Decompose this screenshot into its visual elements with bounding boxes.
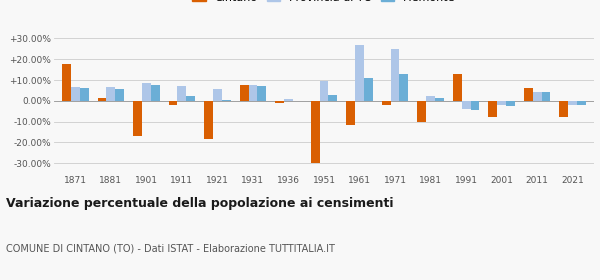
Bar <box>488 101 497 117</box>
Bar <box>417 101 426 122</box>
Bar <box>400 74 409 101</box>
Bar <box>453 74 461 101</box>
Bar <box>62 64 71 101</box>
Bar <box>391 49 400 101</box>
Bar <box>133 101 142 136</box>
Bar <box>568 101 577 105</box>
Bar <box>533 92 542 101</box>
Bar <box>470 101 479 110</box>
Bar <box>80 88 89 101</box>
Bar <box>213 89 222 101</box>
Bar <box>204 101 213 139</box>
Bar <box>497 101 506 105</box>
Bar <box>178 86 187 101</box>
Text: COMUNE DI CINTANO (TO) - Dati ISTAT - Elaborazione TUTTITALIA.IT: COMUNE DI CINTANO (TO) - Dati ISTAT - El… <box>6 244 335 254</box>
Bar <box>248 85 257 101</box>
Bar <box>311 101 320 163</box>
Bar <box>506 101 515 106</box>
Bar <box>577 101 586 105</box>
Bar <box>98 98 106 101</box>
Bar <box>524 88 533 101</box>
Bar <box>559 101 568 117</box>
Bar <box>346 101 355 125</box>
Bar <box>284 99 293 101</box>
Bar <box>426 95 435 101</box>
Legend: Cintano, Provincia di TO, Piemonte: Cintano, Provincia di TO, Piemonte <box>190 0 458 5</box>
Bar <box>364 78 373 101</box>
Bar <box>187 95 195 101</box>
Bar <box>275 101 284 103</box>
Bar <box>328 95 337 101</box>
Bar <box>169 101 178 105</box>
Bar <box>320 81 328 101</box>
Bar <box>142 83 151 101</box>
Bar <box>239 85 248 101</box>
Bar <box>151 85 160 101</box>
Bar <box>461 101 470 109</box>
Bar <box>382 101 391 105</box>
Bar <box>542 92 550 101</box>
Bar <box>222 100 231 101</box>
Bar <box>257 86 266 101</box>
Bar <box>435 98 444 101</box>
Bar <box>115 89 124 101</box>
Text: Variazione percentuale della popolazione ai censimenti: Variazione percentuale della popolazione… <box>6 197 394 210</box>
Bar <box>71 87 80 101</box>
Bar <box>355 45 364 101</box>
Bar <box>106 87 115 101</box>
